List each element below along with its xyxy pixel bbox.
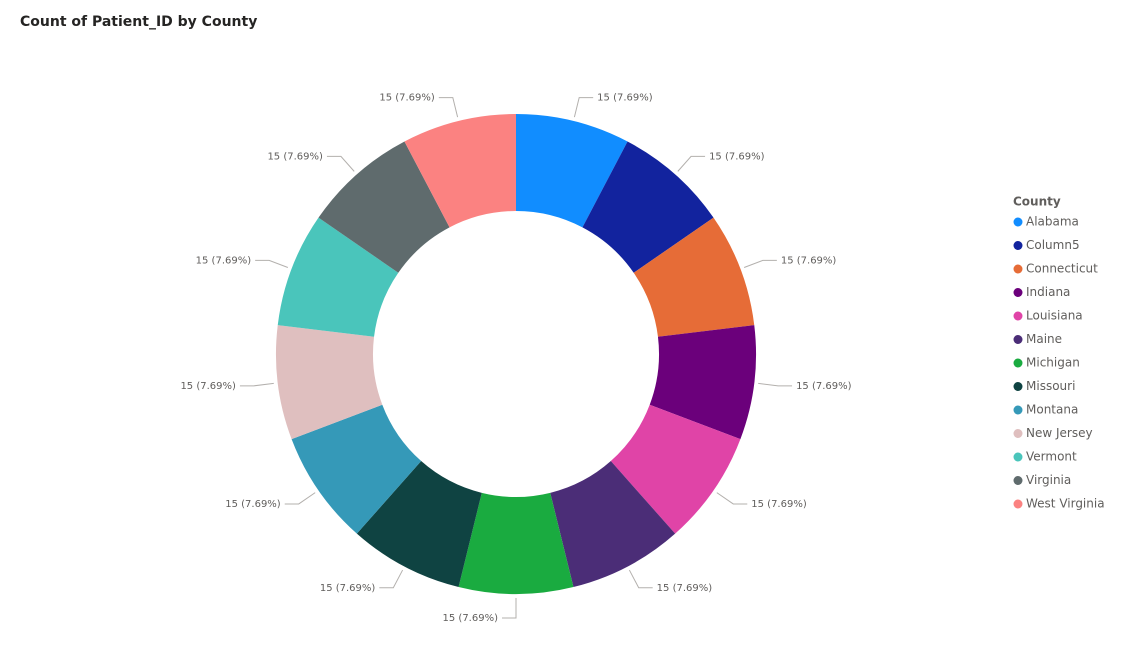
leader-line	[573, 97, 594, 118]
leader-line	[239, 382, 274, 387]
data-label: 15 (7.69%)	[709, 151, 765, 162]
data-label: 15 (7.69%)	[443, 613, 499, 624]
donut-slice	[356, 461, 482, 588]
legend-marker	[1013, 264, 1023, 274]
donut-slice	[649, 325, 756, 440]
legend-label: New Jersey	[1026, 426, 1093, 440]
legend-marker	[1013, 499, 1023, 509]
data-label: 15 (7.69%)	[781, 255, 837, 266]
leader-line	[438, 97, 459, 118]
data-label: 15 (7.69%)	[196, 255, 252, 266]
leader-line	[677, 155, 706, 172]
data-label: 15 (7.69%)	[180, 381, 236, 392]
chart-title: Count of Patient_ID by County	[20, 14, 257, 30]
data-label: 15 (7.69%)	[597, 93, 653, 104]
leader-line	[743, 259, 777, 268]
legend-label: Maine	[1026, 332, 1062, 346]
legend-marker	[1013, 429, 1023, 438]
legend-marker	[1013, 405, 1023, 415]
donut-slice	[291, 404, 422, 534]
legend-label: Missouri	[1026, 379, 1075, 393]
leader-line	[326, 155, 355, 172]
legend-title: County	[1013, 195, 1061, 209]
donut-slice	[516, 114, 628, 228]
legend-marker	[1013, 217, 1023, 227]
legend-marker	[1013, 358, 1023, 368]
leader-line	[379, 569, 404, 589]
legend-label: Michigan	[1026, 356, 1080, 370]
legend-marker	[1013, 241, 1023, 250]
legend-marker	[1013, 452, 1023, 462]
data-label: 15 (7.69%)	[267, 151, 323, 162]
donut-slice	[404, 114, 516, 228]
data-label: 15 (7.69%)	[225, 499, 281, 510]
donut-slice	[277, 217, 399, 337]
leader-line	[716, 492, 748, 505]
leader-line	[255, 259, 289, 268]
donut-slice	[582, 141, 714, 273]
data-label: 15 (7.69%)	[320, 583, 376, 594]
legend-label: Vermont	[1026, 450, 1077, 464]
legend-label: Virginia	[1026, 473, 1071, 487]
legend-label: Alabama	[1026, 215, 1079, 229]
legend-marker	[1013, 335, 1023, 344]
donut-slice	[318, 141, 450, 273]
donut-slice	[458, 492, 574, 595]
legend-label: Connecticut	[1026, 262, 1098, 276]
legend-label: West Virginia	[1026, 497, 1105, 511]
donut-slice	[633, 217, 755, 337]
legend-marker	[1013, 476, 1023, 485]
donut-slice	[610, 404, 741, 534]
leader-line	[502, 598, 517, 619]
leader-line	[284, 492, 316, 505]
donut-slice	[550, 461, 676, 588]
data-label: 15 (7.69%)	[379, 93, 435, 104]
legend-label: Louisiana	[1026, 309, 1083, 323]
legend-marker	[1013, 382, 1023, 391]
data-label: 15 (7.69%)	[796, 381, 852, 392]
legend-label: Column5	[1026, 238, 1080, 252]
legend-label: Indiana	[1026, 285, 1070, 299]
legend-marker	[1013, 311, 1023, 321]
legend-label: Montana	[1026, 403, 1078, 417]
donut-slice	[276, 325, 383, 440]
leader-line	[628, 569, 653, 589]
data-label: 15 (7.69%)	[751, 499, 807, 510]
leader-line	[758, 382, 793, 387]
legend-marker	[1013, 288, 1023, 297]
data-label: 15 (7.69%)	[657, 583, 713, 594]
